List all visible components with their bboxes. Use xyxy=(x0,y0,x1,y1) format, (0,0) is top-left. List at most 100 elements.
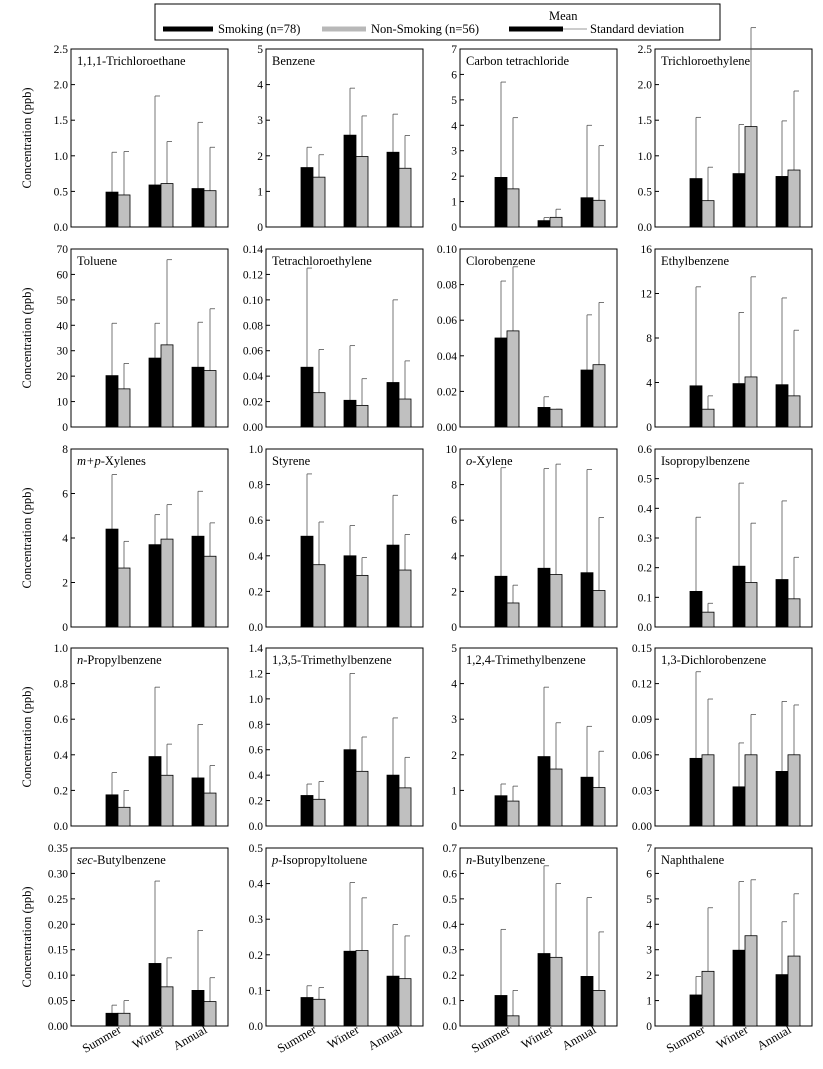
y-tick-label: 0 xyxy=(451,622,457,634)
bar-nonsmoking xyxy=(592,199,606,228)
legend-smoking-label: Smoking (n=78) xyxy=(218,22,300,36)
y-tick-label: 1 xyxy=(646,996,652,1008)
y-tick-label: 20 xyxy=(57,371,69,383)
y-tick-label: 1.2 xyxy=(249,668,264,680)
y-tick-label: 0 xyxy=(451,821,457,833)
bar-nonsmoking xyxy=(117,388,131,428)
y-tick-label: 2.0 xyxy=(54,80,69,92)
y-tick-label: 0.04 xyxy=(437,351,457,363)
y-tick-label: 1.0 xyxy=(249,444,264,456)
bar-nonsmoking xyxy=(787,754,801,827)
panel-title: Isopropylbenzene xyxy=(661,454,750,468)
bar-nonsmoking xyxy=(506,1015,520,1027)
y-tick-label: 0.30 xyxy=(48,868,68,880)
bar-nonsmoking xyxy=(549,574,563,628)
y-tick-label: 2 xyxy=(646,970,652,982)
y-tick-label: 0.3 xyxy=(249,914,264,926)
y-tick-label: 4 xyxy=(646,919,652,931)
y-tick-label: 1.0 xyxy=(249,694,264,706)
y-tick-label: 0.5 xyxy=(54,186,69,198)
y-tick-label: 0.00 xyxy=(48,1021,68,1033)
panel-title: p-Isopropyltoluene xyxy=(271,853,368,867)
bar-nonsmoking xyxy=(203,370,217,428)
bar-nonsmoking xyxy=(312,392,326,428)
panel-title: Benzene xyxy=(272,54,315,68)
bar-nonsmoking xyxy=(506,602,520,628)
bar-smoking xyxy=(191,535,205,628)
legend: Smoking (n=78) Non-Smoking (n=56) Mean S… xyxy=(154,3,721,41)
y-tick-label: 4 xyxy=(257,80,263,92)
y-tick-label: 0 xyxy=(62,622,68,634)
y-tick-label: 0.12 xyxy=(632,679,652,691)
bar-nonsmoking xyxy=(592,787,606,827)
bar-smoking xyxy=(300,535,314,628)
y-tick-label: 5 xyxy=(451,643,457,655)
bar-nonsmoking xyxy=(592,364,606,428)
bar-smoking xyxy=(105,528,119,628)
y-tick-label: 0.10 xyxy=(437,244,457,256)
y-tick-label: 0.06 xyxy=(437,315,457,327)
bar-nonsmoking xyxy=(701,408,715,428)
y-tick-label: 10 xyxy=(57,397,69,409)
x-category-label: Winter xyxy=(519,1022,556,1052)
y-axis-label: Concentration (ppb) xyxy=(20,87,34,188)
bar-nonsmoking xyxy=(398,569,412,628)
y-tick-label: 2 xyxy=(62,578,68,590)
bar-smoking xyxy=(732,383,746,428)
y-tick-label: 1 xyxy=(451,197,457,209)
bar-smoking xyxy=(537,756,551,827)
bar-nonsmoking xyxy=(355,574,369,628)
bar-smoking xyxy=(580,976,594,1027)
y-axis-label: Concentration (ppb) xyxy=(20,686,34,787)
y-tick-label: 1.5 xyxy=(638,115,653,127)
bar-nonsmoking xyxy=(355,156,369,228)
chart-panel: 0.0 0.5 1.0 1.5 2.0 2.5 1,1,1-Trichloroethane C… xyxy=(20,44,229,234)
y-tick-label: 5 xyxy=(646,894,652,906)
x-category-label: Winter xyxy=(325,1022,362,1052)
y-tick-label: 2 xyxy=(451,171,457,183)
y-tick-label: 0.5 xyxy=(638,186,653,198)
x-category-label: Annual xyxy=(366,1022,405,1053)
bar-smoking xyxy=(148,184,162,228)
y-tick-label: 8 xyxy=(62,444,68,456)
bar-smoking xyxy=(732,949,746,1027)
bar-smoking xyxy=(494,575,508,628)
y-tick-label: 0.15 xyxy=(48,945,68,957)
bar-nonsmoking xyxy=(398,787,412,827)
bar-nonsmoking xyxy=(312,998,326,1027)
y-tick-label: 0.2 xyxy=(249,796,264,808)
chart-panel: 0.0 0.5 1.0 1.5 2.0 2.5 Trichloroethylene xyxy=(638,27,813,234)
bar-smoking xyxy=(300,366,314,428)
bar-nonsmoking xyxy=(160,183,174,228)
chart-panel: 0.0 0.1 0.2 0.3 0.4 0.5 0.6 0.7 n-Butylbenzene Su… xyxy=(443,843,618,1056)
legend-nonsmoking-label: Non-Smoking (n=56) xyxy=(371,22,479,36)
bar-nonsmoking xyxy=(160,538,174,628)
y-tick-label: 0.1 xyxy=(443,996,458,1008)
panel-frame xyxy=(459,48,618,228)
y-tick-label: 0.4 xyxy=(638,503,653,515)
y-tick-label: 1 xyxy=(257,186,263,198)
bar-nonsmoking xyxy=(787,955,801,1027)
bar-smoking xyxy=(775,176,789,228)
bar-nonsmoking xyxy=(549,768,563,827)
bar-nonsmoking xyxy=(117,567,131,628)
y-tick-label: 2.0 xyxy=(638,80,653,92)
legend-sd-label: Standard deviation xyxy=(590,22,685,36)
bar-nonsmoking xyxy=(203,1001,217,1027)
y-tick-label: 0.02 xyxy=(243,397,263,409)
y-tick-label: 0.8 xyxy=(249,480,264,492)
y-tick-label: 50 xyxy=(57,295,69,307)
y-tick-label: 0.4 xyxy=(443,919,458,931)
y-tick-label: 6 xyxy=(646,868,652,880)
bar-nonsmoking xyxy=(312,176,326,228)
y-tick-label: 0.09 xyxy=(632,714,652,726)
y-tick-label: 0.08 xyxy=(437,280,457,292)
panel-title: o-Xylene xyxy=(466,454,513,468)
y-axis-label: Concentration (ppb) xyxy=(20,287,34,388)
y-tick-label: 0.25 xyxy=(48,894,68,906)
x-category-label: Winter xyxy=(714,1022,751,1052)
bar-smoking xyxy=(494,795,508,827)
chart-panel: 0 1 2 3 4 5 Benzene xyxy=(257,44,424,234)
bar-smoking xyxy=(148,544,162,628)
bar-smoking xyxy=(386,544,400,628)
